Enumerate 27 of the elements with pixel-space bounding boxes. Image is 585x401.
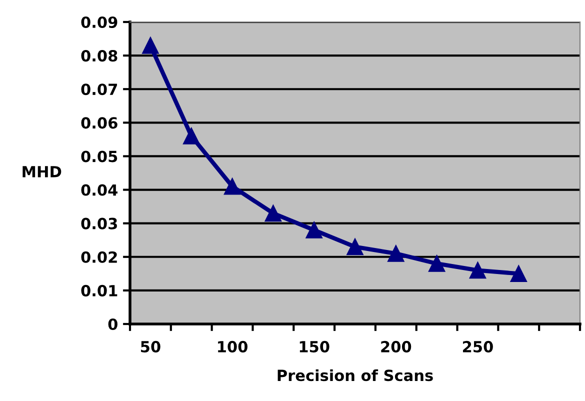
point: [510, 265, 527, 282]
point: [346, 238, 364, 256]
point: [388, 245, 404, 262]
y-tick-label: 0.02: [81, 251, 117, 263]
x-tick-label: 250: [462, 340, 493, 352]
y-tick-label: 0.05: [81, 150, 118, 162]
y-tick-label: 0.06: [81, 117, 118, 129]
y-tick-label: 0.03: [81, 218, 117, 230]
point: [264, 204, 282, 222]
point: [469, 262, 486, 279]
x-tick-label: 100: [218, 340, 248, 352]
y-tick-label: 0.01: [81, 284, 118, 296]
point: [428, 255, 446, 272]
y-tick-label: 0: [108, 318, 118, 330]
x-axis-title: Precision of Scans: [278, 369, 433, 382]
point: [224, 178, 241, 195]
y-axis-title: MHD: [22, 166, 62, 178]
point: [183, 128, 200, 144]
point: [306, 222, 322, 238]
y-tick-label: 0.07: [81, 84, 117, 96]
point: [142, 37, 159, 54]
x-tick-label: 200: [381, 340, 412, 352]
x-tick-label: 150: [300, 340, 330, 352]
y-tick-label: 0.09: [81, 16, 118, 28]
x-tick-label: 50: [141, 340, 160, 352]
y-tick-label: 0.04: [81, 184, 118, 196]
y-tick-label: 0.08: [81, 50, 118, 62]
